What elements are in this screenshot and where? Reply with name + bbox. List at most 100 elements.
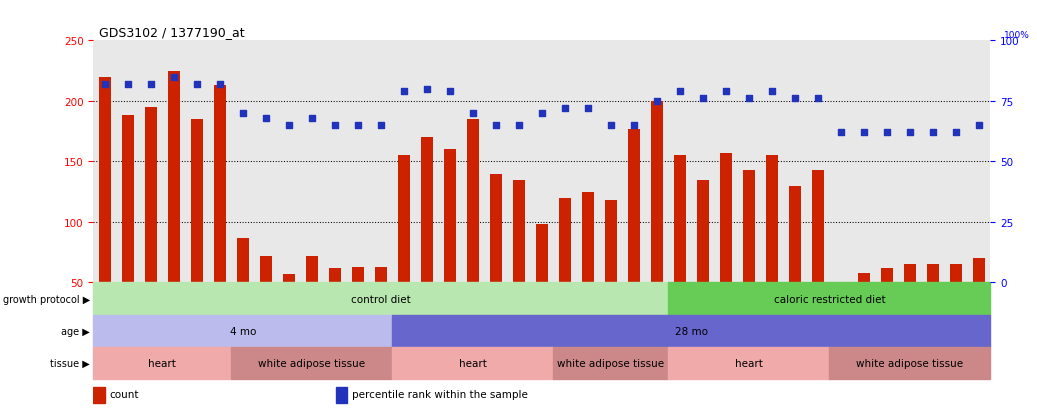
Bar [926, 265, 940, 283]
Point [96, 81, 113, 88]
Bar [950, 265, 962, 283]
Text: heart: heart [459, 358, 486, 368]
Bar [535, 225, 549, 283]
Point [971, 123, 987, 129]
Text: 100%: 100% [1004, 31, 1030, 40]
Text: 28 mo: 28 mo [675, 326, 708, 336]
Text: white adipose tissue: white adipose tissue [557, 358, 665, 368]
Point [718, 89, 734, 95]
Point [672, 89, 689, 95]
Point [602, 123, 619, 129]
Bar [720, 154, 732, 283]
Point [212, 81, 228, 88]
Point [833, 130, 849, 136]
Point [901, 130, 918, 136]
Bar [336, 387, 347, 403]
Point [740, 96, 757, 102]
Point [119, 81, 136, 88]
Bar [903, 265, 916, 283]
Bar [231, 347, 392, 380]
Point [419, 86, 436, 93]
Point [234, 110, 251, 117]
Bar [880, 268, 893, 283]
Bar [374, 267, 387, 283]
Bar [512, 180, 525, 283]
Point [465, 110, 481, 117]
Point [925, 130, 942, 136]
Bar [236, 238, 249, 283]
Bar [306, 256, 318, 283]
Bar [582, 192, 594, 283]
Bar [93, 387, 105, 403]
Text: percentile rank within the sample: percentile rank within the sample [352, 389, 528, 399]
Bar [554, 347, 668, 380]
Bar [788, 186, 802, 283]
Text: control diet: control diet [351, 294, 411, 304]
Text: age ▶: age ▶ [61, 326, 90, 336]
Point [189, 81, 205, 88]
Bar [973, 259, 985, 283]
Bar [668, 347, 830, 380]
Bar [392, 347, 554, 380]
Point [487, 123, 504, 129]
Point [557, 106, 573, 112]
Bar [168, 71, 180, 283]
Text: white adipose tissue: white adipose tissue [857, 358, 963, 368]
Text: tissue ▶: tissue ▶ [51, 358, 90, 368]
Point [327, 123, 343, 129]
Point [763, 89, 780, 95]
Bar [259, 256, 272, 283]
Text: heart: heart [735, 358, 763, 368]
Point [442, 89, 458, 95]
Point [372, 123, 389, 129]
Point [533, 110, 550, 117]
Bar [329, 268, 341, 283]
Bar [812, 171, 824, 283]
Bar [467, 120, 479, 283]
Bar [650, 102, 663, 283]
Bar [697, 180, 709, 283]
Point [810, 96, 826, 102]
Bar [397, 156, 411, 283]
Point [142, 81, 159, 88]
Bar [352, 267, 364, 283]
Text: heart: heart [148, 358, 176, 368]
Point [695, 96, 711, 102]
Text: GDS3102 / 1377190_at: GDS3102 / 1377190_at [99, 26, 244, 39]
Bar [830, 347, 990, 380]
Bar [489, 174, 502, 283]
Bar [144, 108, 158, 283]
Bar [742, 171, 755, 283]
Point [510, 123, 527, 129]
Bar [858, 273, 870, 283]
Point [625, 123, 642, 129]
Point [349, 123, 366, 129]
Bar [121, 116, 134, 283]
Bar [559, 198, 571, 283]
Point [304, 115, 320, 122]
Text: count: count [110, 389, 139, 399]
Text: growth protocol ▶: growth protocol ▶ [3, 294, 90, 304]
Bar [282, 274, 296, 283]
Bar [668, 283, 990, 315]
Point [856, 130, 872, 136]
Point [648, 98, 665, 105]
Bar [444, 150, 456, 283]
Point [395, 89, 412, 95]
Text: 4 mo: 4 mo [229, 326, 256, 336]
Bar [605, 201, 617, 283]
Text: white adipose tissue: white adipose tissue [258, 358, 365, 368]
Bar [392, 315, 990, 347]
Point [281, 123, 298, 129]
Bar [765, 156, 778, 283]
Bar [214, 86, 226, 283]
Text: caloric restricted diet: caloric restricted diet [774, 294, 886, 304]
Bar [673, 156, 686, 283]
Bar [93, 283, 668, 315]
Point [948, 130, 964, 136]
Point [580, 106, 596, 112]
Point [257, 115, 274, 122]
Point [166, 74, 183, 81]
Bar [627, 129, 640, 283]
Bar [191, 120, 203, 283]
